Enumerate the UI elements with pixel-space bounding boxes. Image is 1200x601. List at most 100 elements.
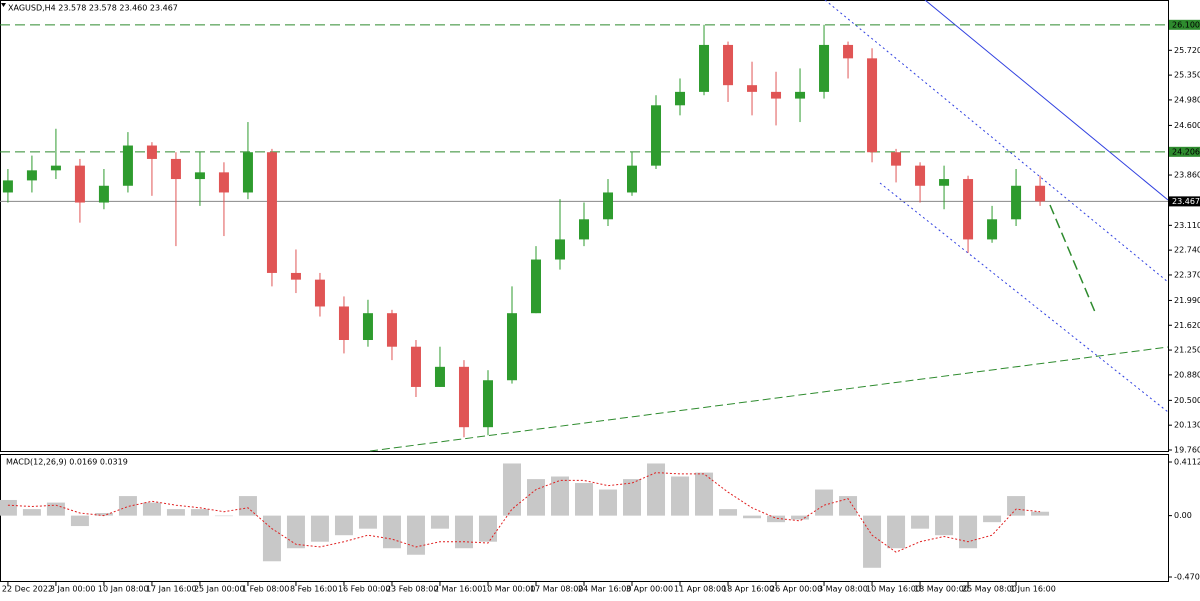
x-tick-label: 25 May 08:00 [962, 585, 1017, 594]
histogram-bar [1007, 496, 1026, 516]
candle-body [386, 313, 397, 347]
histogram-bar [791, 515, 810, 520]
candle-body [819, 44, 830, 92]
trendlines [369, 0, 1169, 452]
y-tick-label: 21.250 [1174, 346, 1200, 355]
symbol-menu-arrow[interactable] [1, 3, 6, 7]
y-tick-label: 24.600 [1174, 121, 1200, 130]
histogram-bar [142, 502, 161, 516]
trendline [924, 0, 1169, 201]
x-tick-label: 17 Mar 08:00 [530, 585, 583, 594]
candle-body [795, 91, 806, 99]
channel-line [824, 0, 1169, 283]
histogram-bar [118, 496, 137, 516]
candle-body [338, 306, 349, 341]
x-tick-label: 8 Feb 16:00 [290, 585, 337, 594]
candle-body [194, 172, 205, 180]
candle-body [98, 185, 109, 203]
histogram-bar [815, 489, 834, 516]
y-tick-label: 25.350 [1174, 71, 1200, 80]
candle-body [843, 44, 854, 59]
candle-body [50, 165, 61, 171]
histogram-bar [430, 515, 449, 529]
histogram-bar [94, 513, 113, 516]
x-tick-label: 18 Apr 16:00 [722, 585, 774, 594]
histogram-bar [863, 515, 882, 568]
x-tick-label: 10 Jan 08:00 [98, 585, 149, 594]
y-tick-label: 20.500 [1174, 396, 1200, 405]
y-tick-label: 22.740 [1174, 246, 1200, 255]
histogram-bar [695, 472, 714, 516]
histogram-bar [238, 496, 257, 516]
x-tick-label: 22 Dec 2022 [2, 585, 53, 594]
signal-line [7, 472, 1041, 553]
x-tick-label: 25 Jan 00:00 [194, 585, 245, 594]
histogram-bar [358, 515, 377, 529]
candle-body [675, 91, 686, 106]
candle-body [723, 44, 734, 86]
level-label-box [1169, 146, 1200, 157]
projection-line [1049, 204, 1096, 313]
histogram-bar [478, 515, 497, 542]
y-tick-label: 22.370 [1174, 270, 1200, 279]
histogram-bar [286, 515, 305, 549]
level-label-box [1169, 196, 1200, 207]
candle-body [170, 158, 181, 180]
histogram-bar [983, 515, 1002, 523]
histogram-bar [959, 515, 978, 549]
histogram-bar [647, 463, 666, 516]
histogram-bar [70, 515, 89, 527]
candle-body [506, 313, 517, 381]
candle-body [290, 272, 301, 280]
x-tick-label: 10 May 16:00 [866, 585, 921, 594]
histogram-bar [887, 515, 906, 549]
histogram-bar [262, 515, 281, 562]
candle-body [410, 346, 421, 387]
histogram-bar [719, 509, 738, 516]
histogram-bar [1031, 511, 1050, 516]
y-tick-label: 20.130 [1174, 421, 1200, 430]
x-tick-label: 24 Mar 16:00 [578, 585, 631, 594]
histogram-bar [671, 476, 690, 516]
y-tick-label: 19.760 [1174, 445, 1200, 454]
histogram-bar [190, 509, 209, 516]
y-tick-label: 20.880 [1174, 370, 1200, 379]
candle-body [2, 180, 13, 193]
y-tick-label: 24.980 [1174, 95, 1200, 104]
candle-body [1035, 185, 1046, 202]
candle-body [74, 165, 85, 203]
histogram-bar [214, 515, 233, 517]
histogram-bar [743, 515, 762, 519]
histogram-bar [22, 509, 41, 516]
candle-body [266, 152, 277, 273]
x-tick-label: 3 Jan 00:00 [50, 585, 96, 594]
candle-body [603, 192, 614, 220]
candle-body [891, 152, 902, 166]
x-tick-label: 10 Mar 00:00 [482, 585, 535, 594]
channel-line [879, 182, 1169, 413]
y-tick-label: 25.720 [1174, 46, 1200, 55]
chart-title: XAGUSD,H4 23.578 23.578 23.460 23.467 [8, 4, 178, 13]
x-tick-label: 23 Feb 08:00 [386, 585, 438, 594]
candle-body [26, 170, 37, 181]
candle-body [987, 219, 998, 240]
y-tick-label: 0.00 [1174, 511, 1192, 520]
y-tick-label: 0.4112 [1174, 458, 1200, 467]
x-tick-label: 1 Jun 16:00 [1010, 585, 1056, 594]
candle-body [915, 165, 926, 186]
candle-body [146, 145, 157, 159]
histogram-bar [334, 515, 353, 536]
histogram-bar [767, 515, 786, 523]
y-tick-label: 21.620 [1174, 321, 1200, 330]
candle-body [530, 259, 541, 314]
candle-body [362, 313, 373, 341]
y-tick-label: -0.4707 [1174, 573, 1200, 582]
candle-body [218, 172, 229, 193]
histogram-bar [623, 479, 642, 516]
level-label: 26.100 [1172, 20, 1200, 29]
histogram-bar [0, 499, 17, 516]
level-label: 24.206 [1172, 147, 1200, 156]
candle-body [458, 366, 469, 428]
